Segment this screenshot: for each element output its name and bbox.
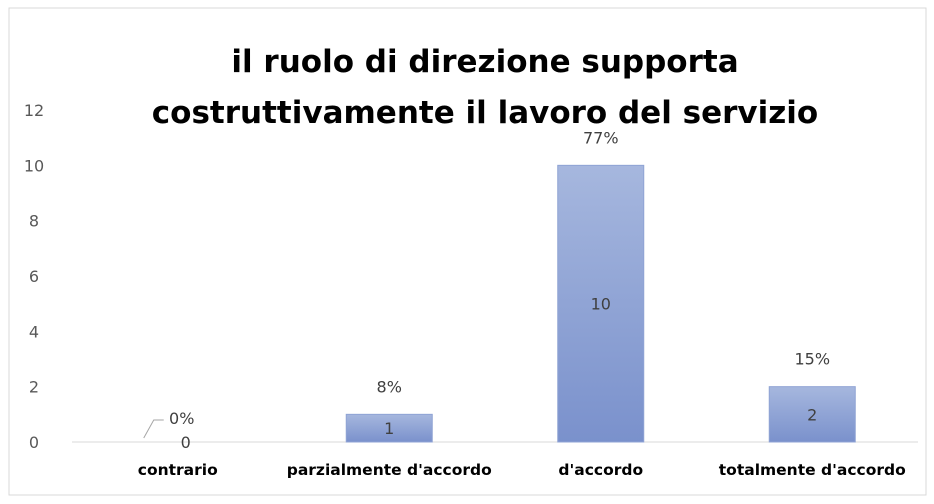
- bar-value-label: 0: [181, 433, 191, 452]
- y-tick-label: 2: [29, 378, 39, 397]
- bar-percent-label: 15%: [794, 350, 830, 369]
- bar-value-label: 1: [384, 419, 394, 438]
- labels-group: contrario 0 0% parzialmente d'accordo 1 8% d'a…: [138, 128, 906, 479]
- chart-title-line-1: il ruolo di direzione supporta: [231, 44, 738, 80]
- bar-value-label: 2: [807, 405, 817, 424]
- bar-percent-label: 77%: [583, 128, 619, 147]
- bars-group: [345, 164, 856, 443]
- y-tick-label: 6: [29, 267, 39, 286]
- bar: [768, 386, 856, 443]
- bar: [345, 413, 433, 443]
- bar: [557, 164, 645, 443]
- y-tick-label: 4: [29, 322, 39, 341]
- x-category-label: totalmente d'accordo: [719, 461, 906, 479]
- x-category-label: parzialmente d'accordo: [287, 461, 492, 479]
- y-tick-label: 10: [24, 156, 44, 175]
- x-category-label: d'accordo: [558, 461, 643, 479]
- y-tick-label: 0: [29, 433, 39, 452]
- y-tick-label: 8: [29, 212, 39, 231]
- bar-percent-label: 8%: [377, 377, 402, 396]
- bar-percent-label: 0%: [169, 409, 194, 428]
- leader-line: [143, 419, 164, 439]
- bar-value-label: 10: [591, 295, 611, 314]
- chart-title-line-2: costruttivamente il lavoro del servizio: [152, 95, 818, 131]
- y-tick-label: 12: [24, 101, 44, 120]
- y-axis-ticks: 0 2 4 6 8 10 12: [24, 101, 44, 452]
- x-category-label: contrario: [138, 461, 218, 479]
